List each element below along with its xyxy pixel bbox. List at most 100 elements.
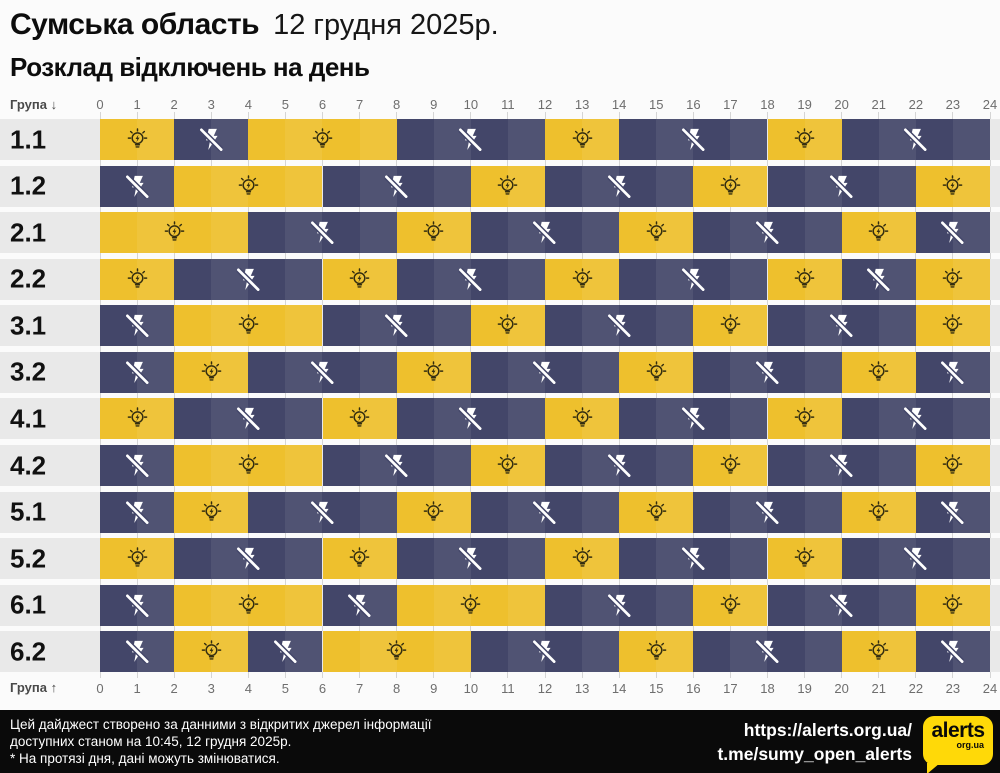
- slot-power-off: [915, 631, 990, 673]
- slot-power-on: [693, 445, 768, 487]
- hour-tint: [952, 491, 990, 533]
- hour-tint: [878, 631, 916, 673]
- hour-tint: [359, 491, 397, 533]
- schedule-row-3.2: 3.2: [0, 351, 1000, 393]
- slot-power-on: [174, 165, 323, 207]
- group-label: 3.1: [10, 310, 47, 341]
- slot-power-off: [767, 584, 916, 626]
- hour-gridline: [655, 112, 657, 679]
- slot-power-off: [248, 491, 397, 533]
- hour-tint: [804, 584, 842, 626]
- slot-power-off: [100, 305, 175, 347]
- hour-tint: [507, 212, 545, 254]
- group-label: 6.1: [10, 589, 47, 620]
- schedule-row-1.2: 1.2: [0, 165, 1000, 207]
- slot-power-on: [545, 538, 620, 580]
- hour-label: 18: [760, 97, 775, 112]
- slot-power-on: [174, 445, 323, 487]
- lightbulb-icon: [868, 500, 889, 521]
- slot-power-on: [470, 445, 545, 487]
- slot-power-off: [915, 351, 990, 393]
- header: Сумська область 12 грудня 2025р.: [10, 8, 499, 42]
- hour-tint: [804, 119, 842, 160]
- schedule-row-2.1: 2.1: [0, 212, 1000, 254]
- hour-gridline: [136, 112, 138, 679]
- slot-power-on: [619, 212, 694, 254]
- hour-tint: [359, 398, 397, 440]
- slot-power-off: [619, 538, 768, 580]
- hour-tint: [730, 445, 768, 487]
- hour-label: 20: [834, 97, 849, 112]
- hour-tint: [359, 165, 397, 207]
- lightbulb-icon: [646, 221, 667, 241]
- lightbulb-icon: [943, 314, 963, 334]
- hour-tint: [211, 351, 249, 393]
- hour-tint: [507, 305, 545, 347]
- hour-tint: [359, 305, 397, 347]
- hour-tint: [359, 119, 397, 160]
- slot-power-on: [693, 165, 768, 207]
- group-axis-label-bottom: Група ↑: [10, 680, 58, 695]
- hour-gridline: [989, 112, 991, 679]
- hour-tint: [878, 258, 916, 300]
- hour-gridline: [322, 112, 323, 679]
- flash-off-icon: [829, 174, 854, 199]
- hour-label: 19: [797, 681, 812, 696]
- lightbulb-icon: [349, 268, 370, 288]
- site-link[interactable]: https://alerts.org.ua/: [743, 720, 912, 740]
- flash-off-icon: [866, 267, 891, 292]
- lightbulb-icon: [423, 361, 444, 381]
- hour-label: 6: [318, 97, 327, 112]
- slot-power-off: [322, 165, 471, 207]
- hour-label: 22: [908, 681, 924, 696]
- hour-tint: [507, 538, 545, 580]
- flash-off-icon: [310, 500, 335, 525]
- hour-tint: [952, 165, 990, 207]
- hour-label: 8: [393, 681, 401, 696]
- hour-tint: [656, 305, 694, 347]
- hour-tint: [582, 305, 620, 347]
- hour-gridline: [729, 112, 731, 679]
- slot-power-off: [619, 119, 768, 160]
- hour-tint: [285, 258, 323, 300]
- hour-label: 9: [430, 97, 438, 112]
- telegram-link[interactable]: t.me/sumy_open_alerts: [717, 744, 912, 764]
- hour-tint: [507, 119, 545, 160]
- hour-tint: [656, 584, 694, 626]
- hour-tint: [730, 258, 768, 300]
- hour-label: 13: [574, 681, 590, 696]
- group-label: 2.1: [10, 217, 47, 248]
- slot-power-off: [396, 119, 545, 160]
- hour-tint: [656, 258, 694, 300]
- hour-gridline: [692, 112, 694, 679]
- hour-tint: [211, 538, 249, 580]
- hour-tint: [952, 445, 990, 487]
- slot-power-on: [174, 351, 249, 393]
- flash-off-icon: [384, 314, 409, 338]
- slot-power-off: [545, 445, 694, 487]
- hour-tint: [730, 631, 768, 673]
- slot-power-on: [767, 258, 842, 300]
- slot-power-off: [248, 351, 397, 393]
- hour-label: 6: [318, 681, 327, 696]
- slot-power-on: [915, 165, 990, 207]
- hour-gridline: [952, 112, 954, 679]
- hour-tint: [582, 491, 620, 533]
- hour-tint: [137, 165, 175, 207]
- hour-tint: [433, 445, 471, 487]
- hour-tint: [137, 258, 175, 300]
- schedule-row-5.2: 5.2: [0, 538, 1000, 580]
- hour-tint: [433, 258, 471, 300]
- hour-label: 15: [649, 681, 664, 696]
- hour-tint: [211, 305, 249, 347]
- hour-tint: [433, 491, 471, 533]
- lightbulb-icon: [868, 221, 889, 241]
- lightbulb-icon: [238, 174, 259, 195]
- slot-power-off: [619, 258, 768, 300]
- slot-power-on: [100, 538, 175, 580]
- hour-tint: [507, 491, 545, 533]
- flash-off-icon: [458, 547, 483, 571]
- slot-power-on: [619, 351, 694, 393]
- lightbulb-icon: [201, 500, 222, 521]
